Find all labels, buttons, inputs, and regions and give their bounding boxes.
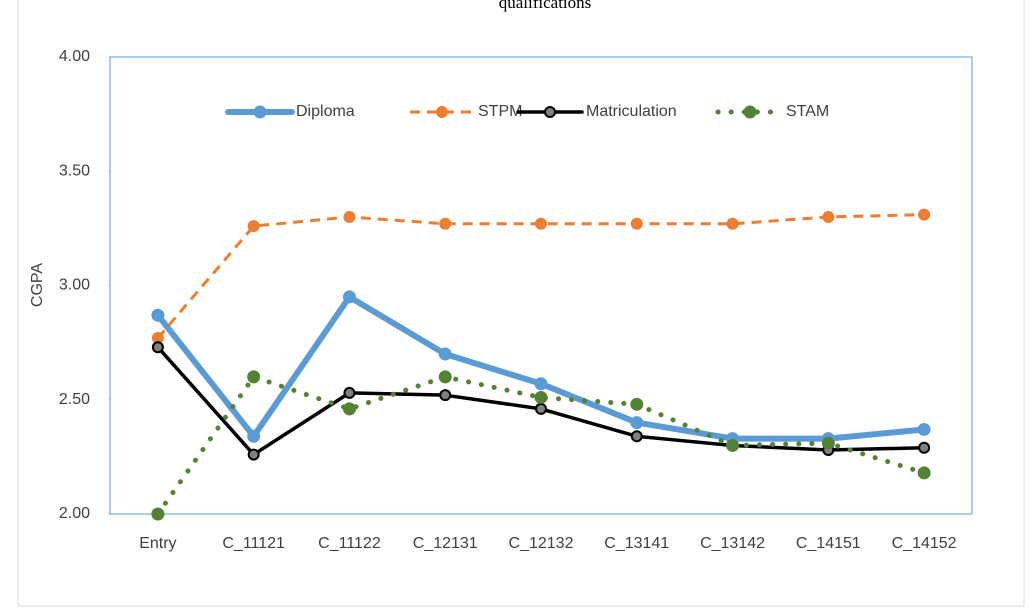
- series-line: [155, 374, 927, 517]
- x-tick-label: C_12131: [413, 535, 478, 552]
- data-point: [726, 217, 739, 230]
- data-point: [918, 441, 931, 454]
- data-point: [630, 217, 643, 230]
- data-point: [247, 429, 261, 443]
- x-tick-label: C_11122: [318, 535, 381, 552]
- legend-marker: [743, 105, 757, 119]
- data-point: [534, 377, 548, 391]
- data-point: [438, 370, 452, 384]
- legend-label: STAM: [786, 103, 829, 120]
- data-point: [151, 308, 165, 322]
- x-tick-label: C_13142: [700, 535, 765, 552]
- legend-marker: [544, 106, 556, 118]
- legend-marker: [253, 105, 267, 119]
- data-point: [343, 386, 356, 399]
- data-point: [247, 370, 261, 384]
- data-point: [151, 332, 164, 345]
- x-tick-label: C_14151: [796, 535, 861, 552]
- data-point: [438, 347, 452, 361]
- data-point: [821, 436, 835, 450]
- data-point: [439, 389, 452, 402]
- y-tick-label: 3.50: [59, 162, 90, 179]
- data-point: [151, 507, 165, 521]
- series-line: [156, 213, 925, 340]
- data-point: [535, 217, 547, 230]
- x-tick-label: C_11121: [222, 535, 285, 552]
- legend-marker: [436, 106, 448, 118]
- data-point: [917, 422, 931, 436]
- data-point: [343, 210, 356, 223]
- legend-label: Matriculation: [586, 103, 677, 120]
- y-tick-label: 4.00: [59, 48, 90, 65]
- data-point: [918, 208, 931, 221]
- x-tick-label: Entry: [139, 535, 176, 552]
- data-point: [439, 217, 452, 230]
- data-point: [535, 402, 547, 415]
- y-tick-label: 3.00: [59, 277, 90, 294]
- x-tick-label: C_13141: [604, 535, 669, 552]
- chart-title: qualifications: [499, 0, 592, 12]
- data-point: [151, 341, 164, 354]
- data-point: [917, 466, 931, 480]
- data-point: [342, 402, 356, 416]
- y-axis-label: CGPA: [29, 263, 46, 307]
- y-tick-label: 2.50: [59, 391, 90, 408]
- chart-frame: [17, 0, 1025, 607]
- x-tick-label: C_14152: [892, 535, 957, 552]
- x-tick-label: C_12132: [509, 535, 574, 552]
- y-tick-label: 2.00: [59, 505, 90, 522]
- data-point: [726, 438, 740, 452]
- legend-label: Diploma: [296, 103, 355, 120]
- data-point: [630, 397, 644, 411]
- data-point: [822, 210, 835, 223]
- legend-label: STPM: [478, 103, 522, 120]
- data-point: [534, 390, 548, 404]
- data-point: [630, 430, 643, 443]
- data-point: [247, 448, 260, 461]
- data-point: [247, 220, 260, 233]
- data-point: [342, 290, 356, 304]
- data-point: [630, 416, 644, 430]
